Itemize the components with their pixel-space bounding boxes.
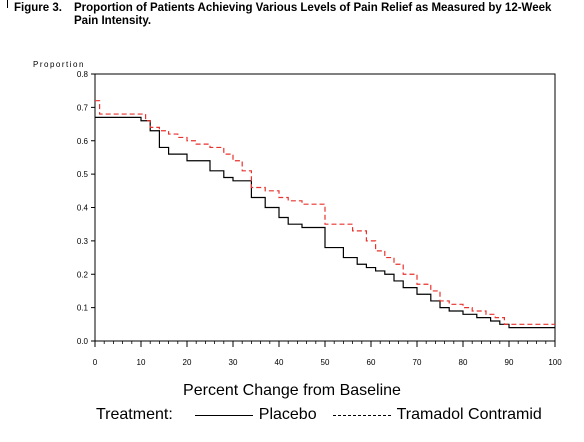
x-tick-label: 40 — [275, 358, 284, 367]
x-tick-label: 70 — [413, 358, 422, 367]
y-tick-label: 0.1 — [77, 304, 89, 313]
caption-line-1: Proportion of Patients Achieving Various… — [74, 2, 552, 14]
legend-label-placebo: Placebo — [258, 406, 317, 423]
y-tick-label: 0.8 — [77, 70, 89, 79]
x-tick-label: 90 — [505, 358, 514, 367]
y-tick-label: 0.0 — [77, 337, 89, 346]
legend-title: Treatment: — [96, 406, 173, 423]
caption-line-2: Pain Intensity. — [74, 15, 152, 27]
series-line-placebo — [95, 116, 555, 329]
axes: 0.0 0.1 0.2 0.3 0.4 0.5 0.6 0.7 0.8 0 10 20 30 40 50 60… — [77, 70, 562, 367]
x-axis-label: Percent Change from Baseline — [183, 382, 401, 399]
x-tick-label: 80 — [459, 358, 468, 367]
series-line-tramadol-contramid — [95, 100, 555, 325]
legend-swatch-tramadol — [332, 414, 391, 416]
y-tick-label: 0.5 — [77, 170, 89, 179]
series-layer — [95, 100, 555, 329]
x-tick-label: 20 — [183, 358, 192, 367]
x-tick-label: 30 — [229, 358, 238, 367]
x-tick-label: 60 — [367, 358, 376, 367]
chart-plot: 0.0 0.1 0.2 0.3 0.4 0.5 0.6 0.7 0.8 0 10 20 30 40 50 60… — [33, 60, 562, 367]
x-tick-label: 100 — [548, 358, 562, 367]
x-tick-label: 10 — [137, 358, 146, 367]
page-edge-mark — [7, 0, 8, 8]
figure-number: Figure 3. — [14, 2, 62, 14]
y-tick-label: 0.6 — [77, 137, 89, 146]
y-tick-label: 0.4 — [77, 204, 89, 213]
x-tick-label: 0 — [93, 358, 98, 367]
legend: Treatment: Placebo Tramadol Contramid — [96, 406, 542, 424]
figure-caption: Figure 3. Proportion of Patients Achievin… — [14, 2, 580, 28]
legend-label-tramadol: Tramadol Contramid — [396, 406, 542, 423]
y-tick-label: 0.7 — [77, 103, 89, 112]
y-axis-label: Proportion — [33, 60, 85, 69]
x-tick-label: 50 — [321, 358, 330, 367]
legend-swatch-placebo — [194, 414, 253, 416]
y-tick-label: 0.3 — [77, 237, 89, 246]
y-tick-label: 0.2 — [77, 270, 89, 279]
